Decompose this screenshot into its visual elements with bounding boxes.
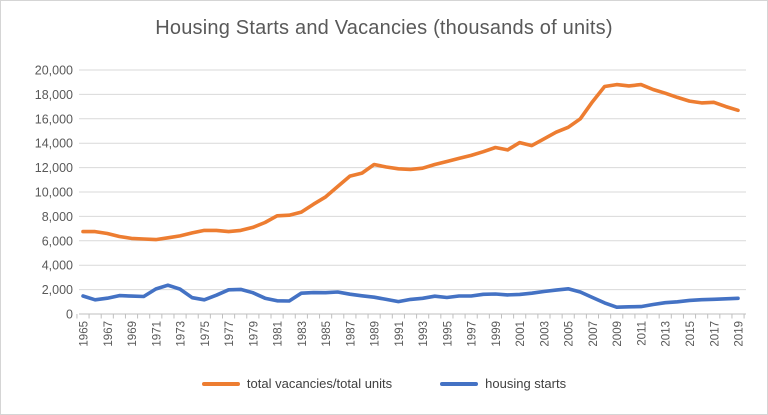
series-line-housing-starts [81, 283, 740, 310]
x-axis-label: 1993 [418, 321, 430, 347]
y-axis-label: 6,000 [42, 234, 73, 248]
y-axis-label: 0 [66, 308, 73, 322]
x-axis-label: 2003 [539, 321, 551, 347]
x-axis-label: 1977 [224, 321, 236, 347]
x-axis-label: 1985 [321, 321, 333, 347]
chart-title: Housing Starts and Vacancies (thousands … [155, 17, 613, 39]
legend-label: total vacancies/total units [246, 376, 393, 391]
x-axis-label: 1965 [79, 321, 91, 347]
x-axis-label: 1969 [127, 321, 139, 347]
y-axis-label: 8,000 [42, 210, 73, 224]
y-axis-label: 10,000 [35, 186, 73, 200]
y-axis-label: 14,000 [35, 137, 73, 151]
legend-swatch-line [201, 381, 240, 386]
y-axis-label: 12,000 [35, 161, 73, 175]
x-axis-label: 1967 [103, 321, 115, 347]
x-axis-label: 1991 [394, 321, 406, 347]
x-axis-label: 2019 [734, 321, 746, 347]
x-axis-label: 2009 [612, 321, 624, 347]
x-axis-label: 1981 [273, 321, 285, 347]
x-axis-label: 1989 [370, 321, 382, 347]
x-axis-label: 1983 [297, 321, 309, 347]
y-axis-label: 2,000 [42, 283, 73, 297]
x-axis-label: 1975 [200, 321, 212, 347]
x-axis-label: 1987 [345, 321, 357, 347]
x-axis-label: 2001 [515, 321, 527, 347]
x-axis-label: 2007 [588, 321, 600, 347]
x-axis-label: 2017 [709, 321, 721, 347]
x-axis-label: 2013 [661, 321, 673, 347]
series-line-total-vacancies-total-units [81, 82, 740, 242]
y-axis-label: 20,000 [35, 64, 73, 78]
x-axis-label: 2011 [636, 321, 648, 346]
chart-legend: total vacancies/total units housing start… [1, 376, 767, 391]
y-axis-label: 16,000 [35, 112, 73, 126]
x-axis-label: 2005 [564, 321, 576, 347]
legend-item-total-vacancies-total-units: total vacancies/total units [201, 376, 393, 391]
x-axis-label: 1997 [467, 321, 479, 347]
legend-label: housing starts [485, 376, 567, 391]
legend-swatch-line [440, 381, 479, 386]
x-axis-label: 1999 [491, 321, 503, 347]
legend-item-housing-starts: housing starts [440, 376, 566, 391]
x-axis-label: 1979 [248, 321, 260, 347]
x-axis-label: 1973 [176, 321, 188, 347]
y-axis-label: 18,000 [35, 88, 73, 102]
x-axis-label: 2015 [685, 321, 697, 347]
y-axis-label: 4,000 [42, 259, 73, 273]
x-axis-label: 1995 [442, 321, 454, 347]
x-axis-label: 1971 [151, 321, 163, 347]
